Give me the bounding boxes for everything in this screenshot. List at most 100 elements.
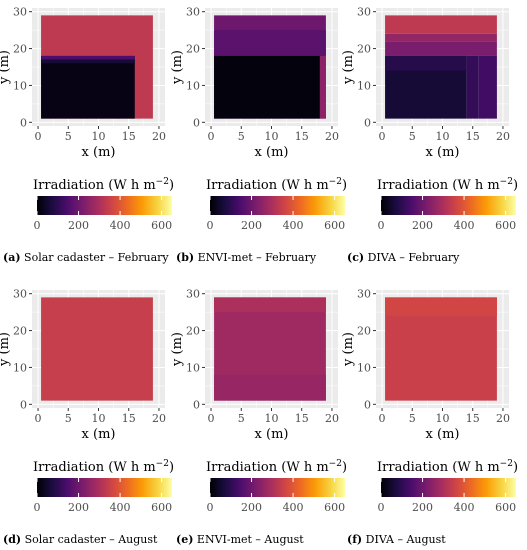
legend-title-text: Irradiation (33, 178, 108, 193)
y-tick-label: 0 (20, 116, 27, 129)
colorbar-tick-label: 200 (241, 219, 262, 232)
y-tick-label: 30 (357, 6, 371, 19)
x-tick-label: 5 (238, 130, 245, 143)
legend-unit-exponent: −2 (329, 177, 342, 187)
y-axis-title: y (m) (341, 50, 356, 85)
legend-title-text: Irradiation (377, 178, 452, 193)
x-tick-label: 10 (436, 130, 450, 143)
x-tick-label: 0 (35, 130, 42, 143)
legend-title-text: Irradiation (377, 460, 452, 475)
panel-caption: (c) DIVA – February (347, 251, 459, 264)
x-axis-title: x (m) (426, 427, 460, 442)
legend-unit: (W h m (281, 460, 328, 475)
legend-unit: (W h m (108, 178, 155, 193)
y-tick-label: 10 (13, 361, 27, 374)
colorbar-tick-label: 400 (454, 219, 475, 232)
x-tick-label: 15 (466, 412, 480, 425)
colorbar-tick-label: 600 (324, 219, 345, 232)
colorbar-tick-label: 400 (283, 501, 304, 514)
colorbar-tick-label: 0 (207, 219, 214, 232)
legend-title: Irradiation (W h m−2) (206, 459, 347, 475)
caption-text: ENVI-met – February (194, 251, 317, 264)
y-tick-label: 10 (186, 361, 200, 374)
legend-unit: (W h m (452, 460, 499, 475)
colorbar-tick-label: 200 (68, 501, 89, 514)
x-axis-title: x (m) (82, 145, 116, 160)
legend-title: Irradiation (W h m−2) (33, 177, 174, 193)
panel-caption: (d) Solar cadaster – August (3, 533, 157, 546)
x-tick-label: 5 (65, 412, 72, 425)
x-tick-label: 20 (496, 412, 510, 425)
legend-title-text: Irradiation (33, 460, 108, 475)
x-tick-label: 20 (152, 412, 166, 425)
legend-unit-exponent: −2 (500, 459, 513, 469)
colorbar-tick-label: 600 (151, 219, 172, 232)
heat-cell (41, 59, 135, 64)
heat-cell (319, 55, 326, 119)
y-axis-title: y (m) (0, 332, 12, 367)
x-tick-label: 15 (122, 412, 136, 425)
y-tick-label: 30 (186, 6, 200, 19)
x-tick-label: 0 (208, 130, 215, 143)
colorbar (37, 478, 172, 497)
y-tick-label: 30 (13, 288, 27, 301)
colorbar-tick-label: 400 (110, 219, 131, 232)
x-tick-label: 10 (92, 412, 106, 425)
heat-cell (385, 15, 497, 34)
heat-cell (466, 55, 479, 119)
legend-title: Irradiation (W h m−2) (377, 459, 518, 475)
colorbar-tick-label: 0 (378, 501, 385, 514)
y-tick-label: 10 (357, 361, 371, 374)
x-axis-title: x (m) (255, 145, 289, 160)
x-tick-label: 10 (265, 412, 279, 425)
y-tick-label: 0 (364, 398, 371, 411)
x-tick-label: 15 (466, 130, 480, 143)
caption-tag: (f) (347, 533, 363, 546)
legend-unit-close: ) (513, 178, 518, 193)
y-axis-title: y (m) (170, 332, 185, 367)
legend-unit-exponent: −2 (156, 177, 169, 187)
x-axis-title: x (m) (82, 427, 116, 442)
colorbar (381, 478, 516, 497)
heat-cell (478, 55, 497, 119)
x-tick-label: 0 (379, 412, 386, 425)
colorbar-tick-label: 0 (34, 501, 41, 514)
caption-tag: (e) (176, 533, 194, 546)
x-tick-label: 10 (436, 412, 450, 425)
legend-unit: (W h m (452, 178, 499, 193)
colorbar-tick-label: 200 (68, 219, 89, 232)
legend-title: Irradiation (W h m−2) (33, 459, 174, 475)
colorbar-tick-label: 200 (241, 501, 262, 514)
x-axis-title: x (m) (255, 427, 289, 442)
x-tick-label: 10 (92, 130, 106, 143)
colorbar-tick-label: 600 (324, 501, 345, 514)
legend-unit-exponent: −2 (156, 459, 169, 469)
panel-caption: (f) DIVA – August (347, 533, 446, 546)
x-tick-label: 15 (122, 130, 136, 143)
heat-cell (214, 297, 326, 313)
heat-cell (385, 33, 497, 42)
y-tick-label: 0 (193, 116, 200, 129)
heat-cell (214, 30, 326, 56)
heat-cell (385, 297, 497, 316)
legend-unit-close: ) (342, 460, 347, 475)
y-tick-label: 20 (13, 325, 27, 338)
y-tick-label: 20 (186, 325, 200, 338)
y-tick-label: 20 (357, 325, 371, 338)
y-tick-label: 20 (186, 43, 200, 56)
caption-tag: (d) (3, 533, 22, 546)
y-tick-label: 30 (357, 288, 371, 301)
x-tick-label: 0 (379, 130, 386, 143)
y-tick-label: 20 (357, 43, 371, 56)
y-tick-label: 20 (13, 43, 27, 56)
x-tick-label: 0 (35, 412, 42, 425)
legend-unit-close: ) (513, 460, 518, 475)
y-tick-label: 0 (20, 398, 27, 411)
y-tick-label: 10 (357, 79, 371, 92)
